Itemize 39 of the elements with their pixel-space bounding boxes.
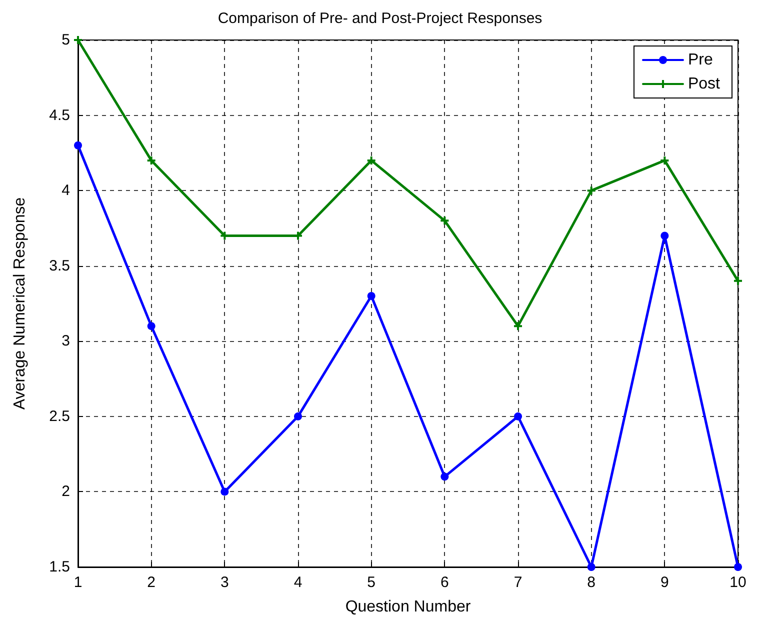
- point: [367, 156, 376, 164]
- x-tick-label: 7: [514, 574, 522, 591]
- x-tick-label: 2: [147, 574, 156, 591]
- y-tick-label: 1.5: [49, 558, 70, 576]
- chart-title: Comparison of Pre- and Post-Project Responses: [218, 10, 542, 27]
- y-axis-title: Average Numerical Response: [12, 197, 28, 410]
- point: [220, 488, 229, 496]
- x-axis-title: Question Number: [345, 598, 472, 616]
- point: [74, 141, 82, 150]
- point: [660, 156, 669, 164]
- point: [660, 232, 669, 240]
- point: [734, 276, 742, 285]
- x-tick-label: 1: [74, 574, 82, 591]
- x-tick-label: 4: [294, 574, 302, 591]
- x-tick-label: 5: [367, 574, 376, 591]
- point: [587, 563, 596, 571]
- y-tick-label: 4.5: [49, 106, 70, 124]
- point: [440, 472, 449, 481]
- point: [294, 412, 302, 420]
- point: [514, 322, 522, 330]
- x-tick-label: 10: [730, 574, 746, 591]
- x-tick-label: 3: [220, 574, 229, 591]
- point: [147, 322, 156, 330]
- point: [440, 216, 449, 225]
- point: [587, 186, 596, 195]
- x-tick-label: 8: [587, 574, 596, 591]
- y-tick-label: 4: [62, 182, 70, 200]
- point: [367, 292, 376, 300]
- y-tick-label: 2: [62, 483, 70, 500]
- point: [514, 412, 522, 420]
- y-tick-label: 5: [62, 32, 70, 48]
- legend-label: Pre: [688, 52, 713, 68]
- x-tick-label: 6: [440, 574, 449, 591]
- y-tick-label: 2.5: [49, 408, 70, 425]
- x-tick-label: 9: [660, 574, 669, 591]
- point: [147, 156, 156, 164]
- legend-label: Post: [688, 76, 721, 92]
- y-tick-label: 3: [62, 332, 70, 350]
- y-tick-label: 3.5: [49, 257, 70, 274]
